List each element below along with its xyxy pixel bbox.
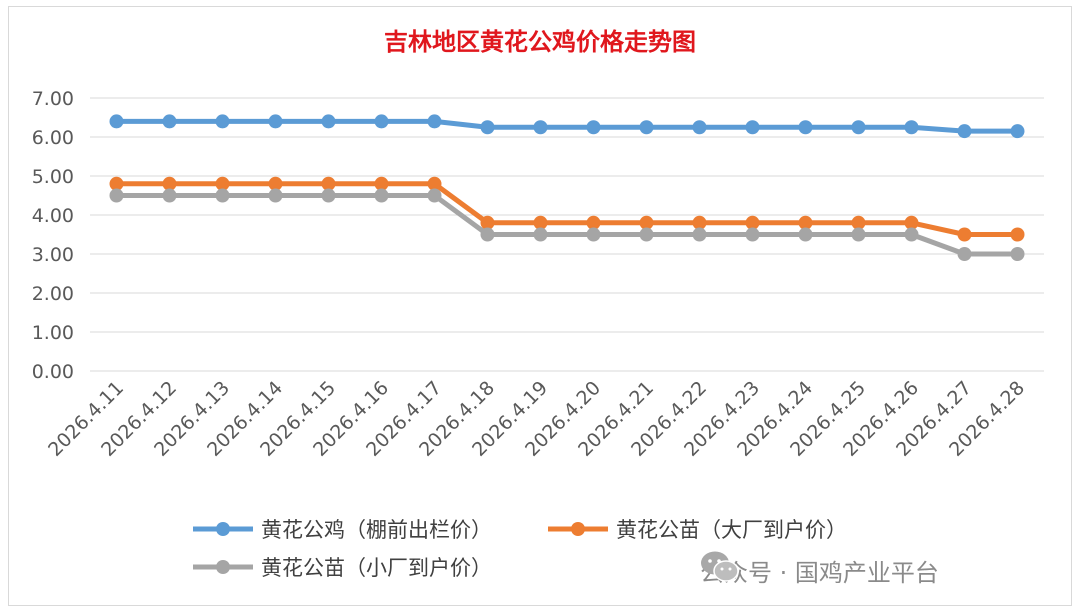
gridlines: [90, 97, 1044, 372]
data-point: [957, 247, 972, 261]
data-point: [162, 188, 177, 203]
data-point: [798, 120, 813, 135]
data-point: [268, 188, 283, 203]
data-point: [798, 215, 813, 230]
data-point: [1010, 247, 1025, 261]
data-point: [904, 120, 919, 135]
legend-label: 黄花公苗（大厂到户价）: [616, 518, 847, 542]
data-point: [533, 120, 548, 135]
data-point: [1010, 124, 1025, 139]
data-point: [374, 176, 389, 191]
legend-label: 黄花公鸡（棚前出栏价）: [261, 518, 492, 542]
chart-frame: [8, 6, 1072, 606]
data-point: [745, 227, 760, 242]
data-point: [480, 215, 495, 230]
data-point: [427, 176, 442, 191]
chart-title: 吉林地区黄花公鸡价格走势图: [384, 27, 696, 56]
data-point: [1010, 227, 1025, 242]
data-point: [586, 120, 601, 135]
wechat-icon: [701, 551, 739, 582]
series-group: [109, 114, 1025, 261]
data-point: [692, 120, 707, 135]
y-tick-label: 0.00: [32, 361, 74, 383]
series-line: [116, 181, 1018, 237]
series-2: [109, 176, 1025, 242]
data-point: [586, 215, 601, 230]
series-line: [116, 193, 1018, 257]
data-point: [957, 124, 972, 139]
y-tick-label: 2.00: [32, 283, 74, 305]
y-tick-label: 1.00: [32, 322, 74, 344]
data-point: [374, 114, 389, 129]
legend-marker: [571, 522, 585, 536]
data-point: [851, 227, 866, 242]
data-point: [321, 114, 336, 129]
data-point: [480, 120, 495, 135]
data-point: [321, 188, 336, 203]
series-line: [116, 118, 1018, 134]
data-point: [957, 227, 972, 242]
data-point: [215, 176, 230, 191]
data-point: [109, 188, 124, 203]
data-point: [321, 176, 336, 191]
data-point: [268, 176, 283, 191]
data-point: [586, 227, 601, 242]
data-point: [480, 227, 495, 242]
data-point: [533, 215, 548, 230]
data-point: [109, 114, 124, 129]
data-point: [639, 215, 654, 230]
legend-item: 黄花公苗（小厂到户价）: [193, 556, 492, 580]
data-point: [374, 188, 389, 203]
data-point: [851, 120, 866, 135]
y-tick-label: 4.00: [32, 205, 74, 227]
series-1: [109, 114, 1025, 139]
data-point: [904, 215, 919, 230]
data-point: [692, 215, 707, 230]
data-point: [162, 176, 177, 191]
data-point: [427, 188, 442, 203]
legend-item: 黄花公苗（大厂到户价）: [548, 518, 847, 542]
y-tick-label: 3.00: [32, 244, 74, 266]
data-point: [639, 120, 654, 135]
data-point: [745, 215, 760, 230]
data-point: [904, 227, 919, 242]
data-point: [162, 114, 177, 129]
legend-item: 黄花公鸡（棚前出栏价）: [193, 518, 492, 542]
y-axis-ticks: 0.00 1.00 2.00 3.00 4.00 5.00 6.00 7.00: [32, 88, 74, 383]
watermark-text: 公众号 · 国鸡产业平台: [700, 558, 939, 587]
data-point: [427, 114, 442, 129]
data-point: [851, 215, 866, 230]
data-point: [268, 114, 283, 129]
series-3: [109, 188, 1025, 261]
legend-label: 黄花公苗（小厂到户价）: [261, 556, 492, 580]
data-point: [215, 188, 230, 203]
data-point: [798, 227, 813, 242]
data-point: [109, 176, 124, 191]
data-point: [745, 120, 760, 135]
data-point: [692, 227, 707, 242]
data-point: [639, 227, 654, 242]
legend-marker: [216, 522, 230, 536]
y-tick-label: 5.00: [32, 166, 74, 188]
legend: 黄花公鸡（棚前出栏价） 黄花公苗（大厂到户价） 黄花公苗（小厂到户价）: [193, 518, 847, 580]
y-tick-label: 7.00: [32, 88, 74, 110]
x-axis-ticks: 2026.4.112026.4.122026.4.132026.4.142026…: [44, 377, 1029, 461]
y-tick-label: 6.00: [32, 127, 74, 149]
legend-marker: [216, 560, 230, 574]
data-point: [533, 227, 548, 242]
data-point: [215, 114, 230, 129]
watermark: 公众号 · 国鸡产业平台: [700, 550, 939, 590]
